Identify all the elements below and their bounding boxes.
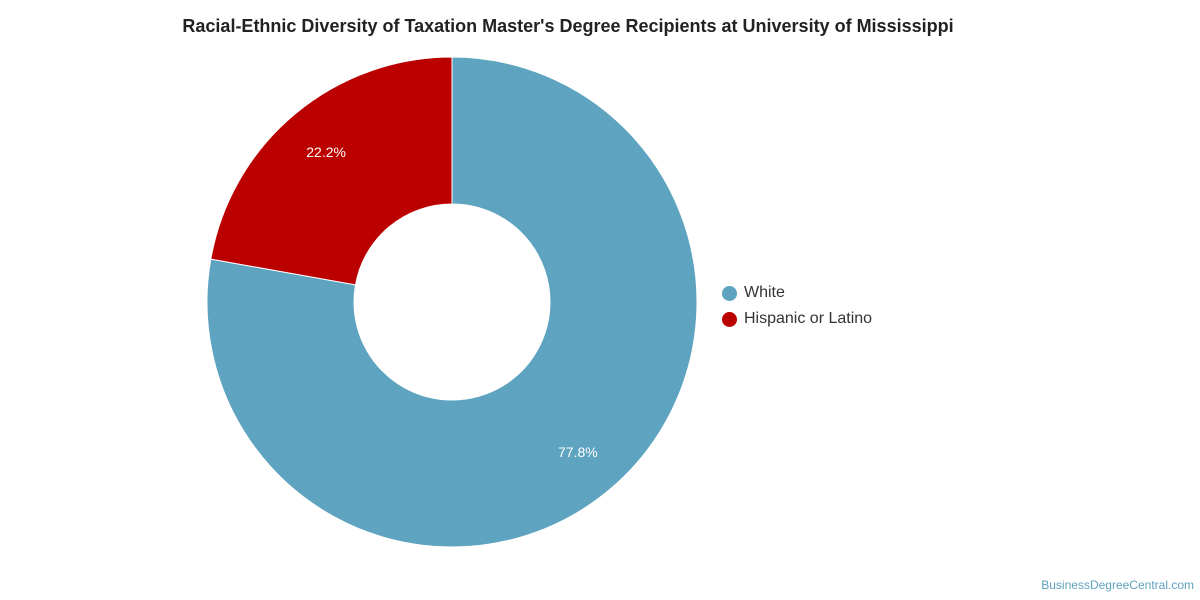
legend: White Hispanic or Latino xyxy=(722,280,872,332)
slices-group xyxy=(206,56,698,548)
legend-item[interactable]: Hispanic or Latino xyxy=(722,306,872,332)
slice-data-label: 22.2% xyxy=(306,144,346,160)
slice-labels-group: 77.8% 22.2% xyxy=(306,144,597,460)
slice-data-label: 77.8% xyxy=(558,444,598,460)
chart-title: Racial-Ethnic Diversity of Taxation Mast… xyxy=(182,16,954,36)
legend-item[interactable]: White xyxy=(722,280,872,306)
legend-swatch-icon xyxy=(722,285,737,301)
legend-swatch-icon xyxy=(722,311,737,327)
donut-slice-hispanic-or-latino[interactable] xyxy=(210,56,453,286)
legend-label: White xyxy=(744,284,785,301)
source-watermark[interactable]: BusinessDegreeCentral.com xyxy=(1041,578,1194,592)
legend-label: Hispanic or Latino xyxy=(744,310,873,327)
donut-slice-white[interactable] xyxy=(206,56,698,548)
